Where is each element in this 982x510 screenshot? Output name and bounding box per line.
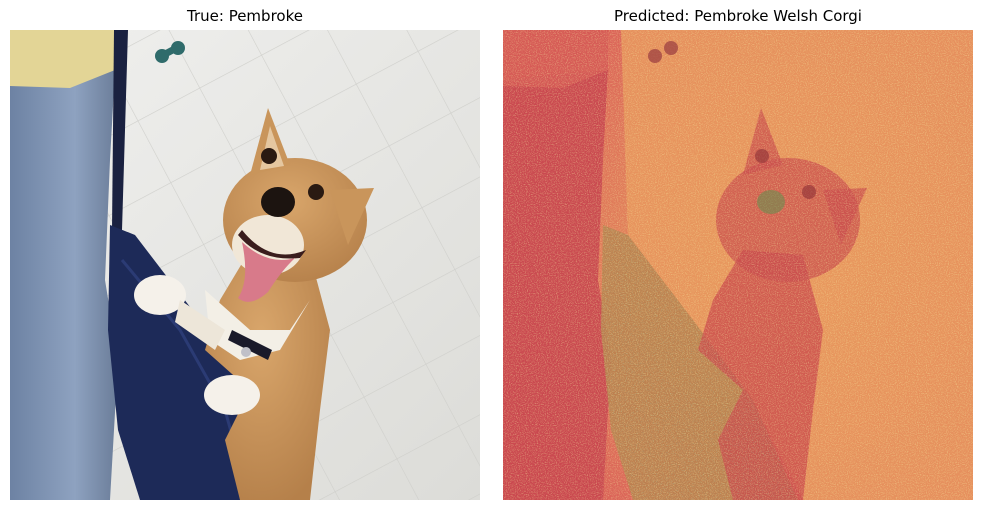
true-label-title: True: Pembroke [187, 7, 303, 25]
original-image-panel: True: Pembroke [10, 0, 480, 510]
original-photo [10, 30, 480, 500]
corgi-photo-illustration [10, 30, 480, 500]
heatmap-illustration [503, 30, 973, 500]
heatmap-panel: Predicted: Pembroke Welsh Corgi [503, 0, 973, 510]
saliency-heatmap-overlay [503, 30, 973, 500]
predicted-label-title: Predicted: Pembroke Welsh Corgi [614, 7, 862, 25]
toy-dumbbell [155, 41, 185, 63]
toy-dumbbell-faded [648, 41, 678, 63]
